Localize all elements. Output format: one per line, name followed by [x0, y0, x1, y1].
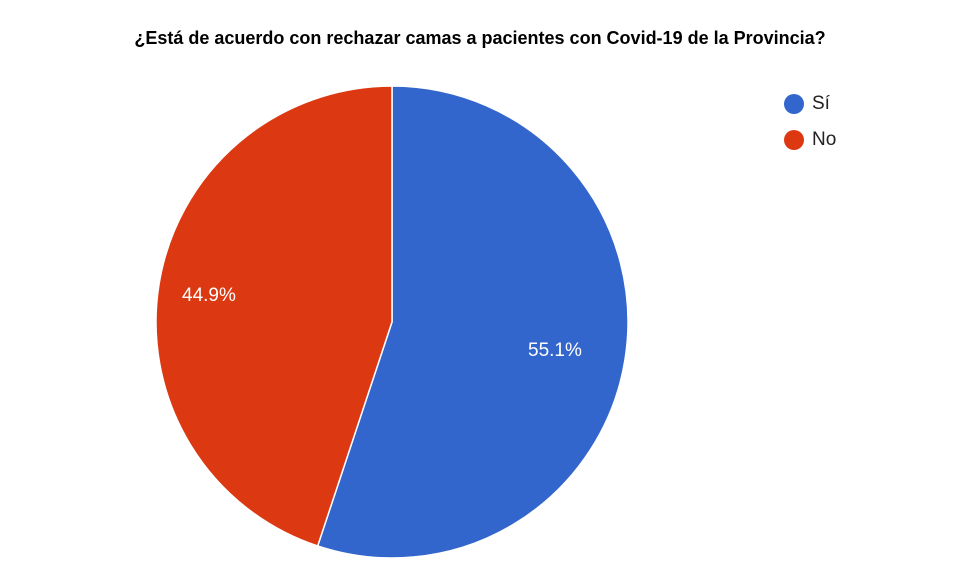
legend-label: Sí — [812, 93, 830, 114]
legend-label: No — [812, 129, 837, 150]
slice-label-si: 55.1% — [528, 340, 582, 361]
legend: Sí No — [784, 86, 836, 158]
legend-marker-icon — [784, 94, 804, 114]
legend-item-si[interactable]: Sí — [784, 86, 836, 122]
legend-item-no[interactable]: No — [784, 122, 836, 158]
legend-marker-icon — [784, 130, 804, 150]
chart-title: ¿Está de acuerdo con rechazar camas a pa… — [134, 28, 826, 48]
slice-label-no: 44.9% — [182, 285, 236, 306]
pie-slice-no[interactable] — [155, 85, 393, 547]
pie-slice-si[interactable] — [316, 85, 629, 559]
